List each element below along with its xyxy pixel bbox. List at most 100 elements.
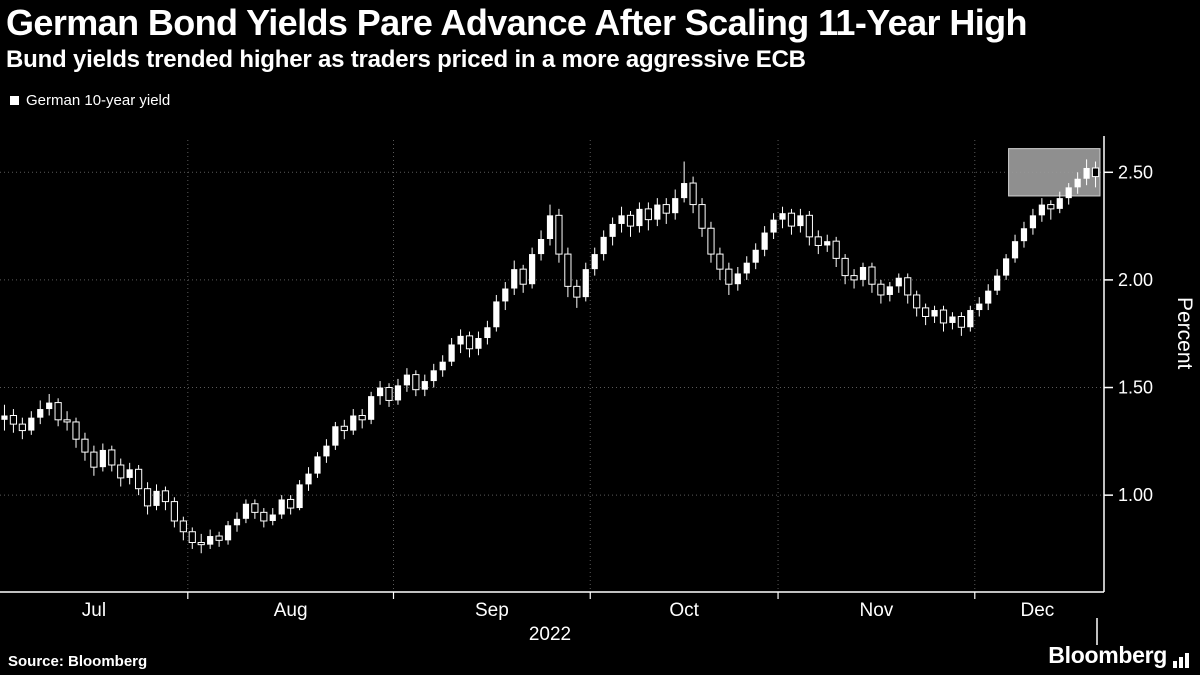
y-tick-label: 1.50	[1118, 378, 1153, 398]
candle-body	[215, 535, 223, 541]
candle-body	[573, 285, 581, 298]
candle-body	[135, 468, 143, 490]
candle-body	[787, 212, 796, 227]
candle-body	[161, 490, 170, 503]
legend-label: German 10-year yield	[26, 92, 171, 109]
candle-body	[117, 464, 125, 479]
y-tick-label: 1.00	[1118, 485, 1153, 505]
candle-body	[9, 415, 18, 425]
candle-body	[913, 294, 921, 309]
candle-body	[1029, 215, 1037, 229]
candle-body	[368, 396, 375, 420]
x-axis-year-label: 2022	[528, 624, 572, 645]
candle-body	[403, 374, 411, 386]
candle-body	[529, 254, 536, 285]
candle-body	[761, 232, 768, 250]
candle-body	[895, 277, 902, 287]
candle-body	[90, 451, 98, 468]
candle-body	[54, 402, 62, 421]
candle-body	[841, 257, 849, 277]
candle-body	[37, 409, 44, 418]
candle-body	[582, 269, 589, 298]
highlight-box	[1008, 148, 1101, 197]
candle-body	[922, 307, 930, 317]
candle-body	[654, 204, 661, 220]
x-tick-label: Jul	[82, 600, 106, 621]
candle-body	[1056, 198, 1063, 209]
candle-body	[179, 520, 187, 533]
candle-body	[46, 402, 53, 410]
candle-body	[877, 283, 885, 296]
candle-body	[457, 335, 464, 345]
source-note: Source: Bloomberg	[8, 653, 148, 670]
candle-body	[636, 208, 643, 227]
page-title: German Bond Yields Pare Advance After Sc…	[6, 2, 1028, 43]
candle-body	[421, 381, 428, 390]
candle-body	[797, 215, 804, 227]
candle-body	[108, 449, 116, 466]
candle-body	[269, 514, 276, 521]
candle-body	[323, 445, 330, 457]
candle-body	[511, 269, 518, 289]
candle-body	[314, 456, 321, 474]
candle-body	[743, 262, 750, 274]
candle-body	[967, 310, 974, 328]
x-tick-label: Dec	[1020, 600, 1054, 621]
candle-body	[188, 531, 196, 543]
candle-body	[502, 288, 509, 302]
candle-body	[555, 214, 563, 255]
candle-body	[143, 488, 152, 507]
bloomberg-wordmark: Bloomberg	[1048, 642, 1167, 668]
candle-body	[681, 183, 688, 199]
candle-body	[1, 415, 8, 420]
x-tick-label: Aug	[274, 600, 308, 621]
candle-body	[224, 525, 232, 541]
candle-body	[609, 223, 616, 237]
candle-body	[904, 277, 912, 296]
candle-body	[600, 236, 607, 255]
candle-body	[824, 241, 831, 246]
candle-body	[734, 273, 741, 285]
candle-body	[439, 361, 446, 371]
x-tick-label: Nov	[860, 600, 894, 621]
candle-body	[484, 327, 491, 339]
candle-body	[672, 198, 679, 214]
candle-body	[1047, 204, 1055, 210]
candle-body	[394, 385, 402, 401]
candle-body	[63, 419, 71, 423]
candle-body	[430, 370, 437, 382]
candle-body	[752, 249, 759, 263]
candle-body	[618, 215, 625, 224]
x-tick-label: Oct	[669, 600, 699, 621]
candle-body	[1020, 228, 1028, 242]
candle-body	[519, 268, 527, 285]
candle-body	[358, 415, 366, 421]
bloomberg-logo: Bloomberg	[1048, 642, 1190, 669]
candle-body	[448, 344, 455, 362]
candle-body	[779, 213, 786, 220]
candle-body	[412, 374, 420, 391]
candle-body	[350, 415, 357, 431]
candle-body	[832, 240, 840, 259]
candle-body	[475, 338, 482, 349]
candle-body	[493, 301, 500, 328]
legend: German 10-year yield	[10, 92, 170, 109]
candle-body	[1038, 204, 1045, 216]
candle-body	[994, 275, 1001, 291]
candle-body	[340, 425, 348, 432]
candle-body	[886, 286, 893, 295]
candle-body	[233, 518, 241, 526]
candle-body	[242, 503, 250, 519]
y-tick-label: 2.50	[1118, 162, 1153, 182]
candle-body	[626, 214, 635, 227]
candle-body	[931, 310, 938, 317]
candle-body	[376, 387, 384, 397]
candle-body	[278, 499, 285, 515]
candle-body	[770, 219, 777, 233]
candle-body	[1083, 167, 1090, 179]
legend-swatch-icon	[10, 96, 19, 105]
candle-body	[296, 484, 303, 509]
candle-body	[859, 266, 867, 280]
y-axis-label: Percent	[1173, 297, 1196, 370]
